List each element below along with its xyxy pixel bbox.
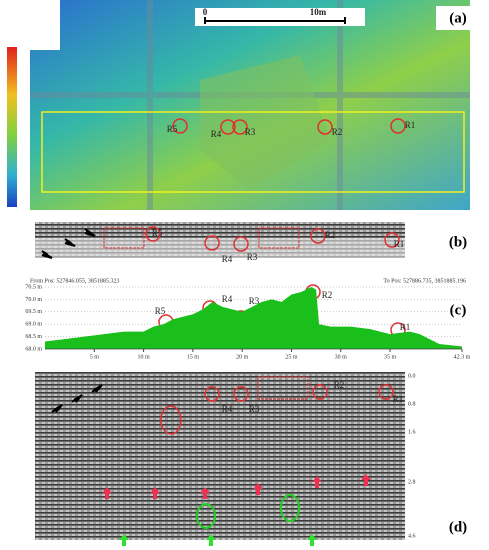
- anomaly: [160, 405, 182, 435]
- marker-circle: [233, 386, 249, 402]
- mound: [200, 55, 330, 190]
- y-tick-label: 68.5 m: [25, 334, 42, 340]
- x-tick-label: 30 m: [335, 354, 348, 360]
- y-tick-label: 69.5 m: [25, 309, 42, 315]
- scale-bar: [204, 17, 346, 24]
- arrow: [51, 404, 63, 413]
- marker-label: R4: [222, 404, 233, 414]
- scale-box: [195, 8, 365, 26]
- depth-tick: 2.8: [408, 479, 416, 485]
- marker-label: R3: [249, 296, 260, 306]
- marker-label: R4: [222, 254, 233, 264]
- radargram-fade: [35, 238, 405, 258]
- label-box: [436, 6, 480, 30]
- depth-tick: 4.6: [408, 533, 416, 539]
- marker-circle: [310, 228, 326, 244]
- color-bar: [7, 47, 17, 207]
- panel-label: (c): [450, 302, 467, 318]
- marker-circle: [233, 236, 249, 252]
- marker-circle: [145, 226, 161, 242]
- marker-circle: [204, 386, 220, 402]
- survey-area: [41, 111, 465, 193]
- depth-tick: 1.6: [408, 429, 416, 435]
- marker-circle: [384, 232, 400, 248]
- panel-label: (b): [449, 234, 467, 250]
- depth-tick: 0.8: [408, 401, 416, 407]
- scale-label: 10m: [310, 7, 327, 17]
- marker-circle: [232, 119, 248, 135]
- y-tick-label: 69.0 m: [25, 322, 42, 328]
- marker-label: R5: [155, 306, 166, 316]
- x-tick-label: 5 m: [90, 354, 100, 360]
- to-pos: To Pos: 527886.735, 3851885.196: [383, 278, 466, 284]
- panel-b: (b): [35, 222, 467, 258]
- arrow: [206, 534, 216, 546]
- anomaly-green: [196, 503, 216, 529]
- anomaly-green: [280, 494, 300, 522]
- x-tick-label: 20 m: [236, 354, 249, 360]
- marker-label: R5: [167, 124, 178, 134]
- panel-label: (a): [449, 10, 467, 26]
- marker-label: R4: [211, 129, 222, 139]
- target-box: [257, 376, 309, 400]
- scale-label: 0: [203, 7, 208, 17]
- y-tick-label: 70.0 m: [25, 297, 42, 303]
- marker-label: R3: [247, 252, 258, 262]
- target-box: [258, 227, 300, 249]
- arrow: [102, 487, 112, 499]
- arrow: [361, 474, 371, 486]
- arrow: [84, 228, 96, 237]
- panel-a: 0 10m (a): [7, 0, 480, 210]
- arrow: [91, 384, 103, 393]
- marker-label: R1: [405, 120, 416, 130]
- panel-d: (d): [35, 372, 467, 540]
- marker-label: R1: [393, 394, 404, 404]
- marker-circle: [378, 384, 394, 400]
- arrow: [150, 487, 160, 499]
- marker-label: R2: [325, 230, 336, 240]
- x-tick-label: 10 m: [137, 354, 150, 360]
- y-tick-label: 68.0 m: [25, 346, 42, 352]
- marker-label: R5: [152, 228, 163, 238]
- from-pos: From Pos: 527846.055, 3851885.323: [30, 278, 119, 284]
- marker-label: R3: [245, 127, 256, 137]
- arrow: [71, 394, 83, 403]
- marker-label: R2: [334, 380, 345, 390]
- marker-label: R2: [322, 290, 333, 300]
- y-tick-label: 70.5 m: [25, 284, 42, 290]
- x-tick-label: 35 m: [384, 354, 397, 360]
- arrow: [312, 476, 322, 488]
- marker-label: R4: [222, 294, 233, 304]
- marker-circle: [220, 119, 236, 135]
- radargram: [35, 372, 405, 540]
- marker-label: R1: [394, 239, 405, 249]
- arrow: [119, 534, 129, 546]
- marker-label: R1: [400, 322, 411, 332]
- arrow: [200, 487, 210, 499]
- marker-circle: [204, 235, 220, 251]
- marker-circle: [312, 384, 328, 400]
- x-tick-label: 15 m: [187, 354, 200, 360]
- marker-label: R2: [332, 127, 343, 137]
- elevation-area: [45, 287, 462, 349]
- arrow: [253, 483, 263, 495]
- arrow: [307, 534, 317, 546]
- panel-label: (d): [449, 519, 467, 535]
- marker-label: R3: [249, 404, 260, 414]
- depth-tick: 0.0: [408, 373, 416, 379]
- marker-circle: [317, 119, 333, 135]
- marker-circle: [390, 118, 406, 134]
- arrow: [41, 250, 53, 259]
- x-tick-label: 42.3 m: [454, 354, 471, 360]
- marker-circle: [172, 118, 188, 134]
- arrow: [64, 238, 76, 247]
- target-box: [103, 227, 145, 249]
- x-tick-label: 25 m: [285, 354, 298, 360]
